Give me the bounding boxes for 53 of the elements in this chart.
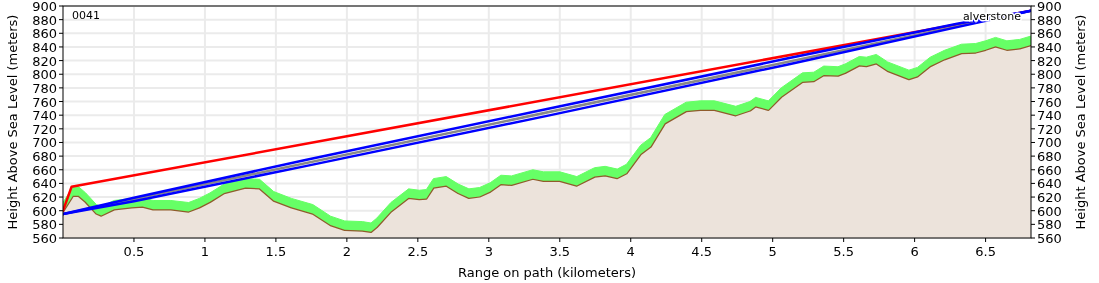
y-axis-title: Height Above Sea Level (meters)	[5, 14, 20, 230]
x-tick-label: 6.5	[975, 244, 996, 259]
x-tick-label: 1	[200, 244, 210, 259]
y2-tick-label: 740	[1037, 108, 1062, 124]
x-tick-label: 0.5	[123, 244, 145, 259]
x-tick-label: 5.5	[833, 244, 854, 259]
y-tick-label: 900	[32, 0, 57, 14]
y2-tick-label: 800	[1037, 67, 1062, 83]
y2-tick-label: 620	[1037, 190, 1062, 206]
y2-tick-label: 700	[1037, 135, 1062, 151]
y-tick-label: 820	[32, 53, 57, 69]
y2-tick-label: 600	[1037, 203, 1062, 219]
y2-tick-label: 660	[1037, 162, 1062, 178]
y-tick-label: 760	[32, 94, 57, 110]
y-tick-label: 600	[32, 203, 57, 219]
y-tick-label: 880	[32, 12, 57, 28]
y2-tick-label: 840	[1037, 39, 1062, 55]
x-tick-label: 6	[910, 244, 919, 259]
y2-tick-label: 820	[1037, 53, 1062, 69]
y-tick-label: 640	[32, 176, 57, 192]
x-tick-label: 4	[626, 244, 635, 259]
y-tick-label: 720	[32, 121, 57, 137]
y-tick-label: 660	[32, 162, 57, 178]
x-tick-label: 3	[484, 244, 493, 259]
x-tick-label: 2	[342, 244, 352, 259]
y2-tick-label: 860	[1037, 26, 1062, 42]
x-tick-label: 5	[768, 244, 777, 259]
x-axis-title: Range on path (kilometers)	[457, 265, 637, 280]
y-tick-label: 680	[32, 149, 57, 165]
y2-tick-label: 580	[1037, 217, 1062, 233]
x-tick-label: 4.5	[691, 244, 713, 259]
annotation: 0041	[72, 9, 100, 22]
y2-tick-label: 640	[1037, 176, 1062, 192]
y2-tick-label: 680	[1037, 149, 1062, 165]
x-tick-label: 2.5	[407, 244, 429, 259]
y-tick-label: 740	[32, 108, 57, 124]
y2-tick-label: 880	[1037, 12, 1062, 28]
y-tick-label: 700	[32, 135, 57, 151]
y-tick-label: 560	[32, 231, 57, 246]
y2-tick-label: 900	[1037, 0, 1062, 14]
y2-tick-label: 780	[1037, 80, 1062, 96]
y-tick-label: 620	[32, 190, 57, 206]
y2-axis-title: Height Above Sea Level (meters)	[1073, 14, 1088, 230]
y-tick-label: 860	[32, 26, 57, 42]
y-tick-label: 800	[32, 67, 57, 83]
y2-tick-label: 560	[1037, 231, 1062, 246]
x-tick-label: 3.5	[549, 244, 571, 259]
y-tick-label: 580	[32, 217, 57, 233]
y-tick-label: 840	[32, 39, 57, 55]
y2-tick-label: 720	[1037, 121, 1062, 137]
y2-tick-label: 760	[1037, 94, 1062, 110]
x-tick-label: 1.5	[265, 244, 287, 259]
y-tick-label: 780	[32, 80, 57, 96]
